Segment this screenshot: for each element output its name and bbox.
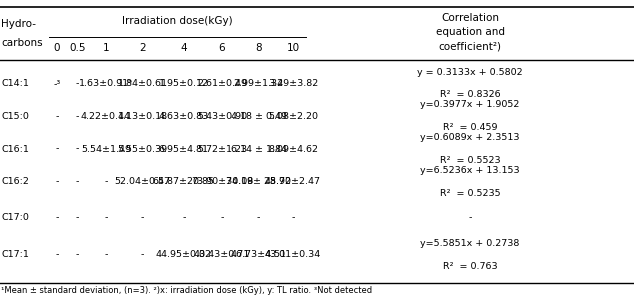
Text: -: - [55, 145, 59, 153]
Text: -: - [75, 112, 79, 121]
Text: 1.95±0.12: 1.95±0.12 [159, 79, 209, 88]
Text: Hydro-: Hydro- [1, 19, 36, 29]
Text: 73.90±30.08: 73.90±30.08 [191, 177, 253, 186]
Text: Correlation: Correlation [441, 13, 499, 23]
Text: 43.01±0.34: 43.01±0.34 [265, 250, 321, 259]
Text: 64.87±20.85: 64.87±20.85 [153, 177, 215, 186]
Text: 5.54±1.49: 5.54±1.49 [81, 145, 131, 153]
Text: 2.99±1.32: 2.99±1.32 [233, 79, 284, 88]
Text: carbons: carbons [1, 38, 43, 48]
Text: -: - [55, 250, 59, 259]
Text: 2.61±0.49: 2.61±0.49 [197, 79, 247, 88]
Text: -: - [75, 79, 79, 88]
Text: -: - [291, 213, 295, 222]
Text: -: - [55, 112, 59, 121]
Text: 45.72±2.47: 45.72±2.47 [265, 177, 321, 186]
Text: 4.63±0.83: 4.63±0.83 [158, 112, 209, 121]
Text: -: - [104, 250, 108, 259]
Text: R²  = 0.459: R² = 0.459 [443, 123, 497, 132]
Text: 6: 6 [219, 43, 225, 53]
Text: y = 0.3133x + 0.5802: y = 0.3133x + 0.5802 [417, 68, 523, 77]
Text: -: - [75, 145, 79, 153]
Text: 52.04±0.57: 52.04±0.57 [115, 177, 171, 186]
Text: 5.43±0.90: 5.43±0.90 [197, 112, 247, 121]
Text: 10: 10 [287, 43, 299, 53]
Text: 5.72±1.23: 5.72±1.23 [197, 145, 247, 153]
Text: 4.18 ± 0.49: 4.18 ± 0.49 [231, 112, 287, 121]
Text: equation and: equation and [436, 27, 505, 37]
Text: R²  = 0.8326: R² = 0.8326 [440, 90, 500, 99]
Text: -: - [75, 177, 79, 186]
Text: -: - [182, 213, 186, 222]
Text: ¹Mean ± standard deviation, (n=3). ²)x: irradiation dose (kGy), y: TL ratio. ³No: ¹Mean ± standard deviation, (n=3). ²)x: … [1, 286, 372, 295]
Text: -: - [55, 177, 59, 186]
Text: 2: 2 [139, 43, 146, 53]
Text: C16:1: C16:1 [1, 145, 29, 153]
Text: y=5.5851x + 0.2738: y=5.5851x + 0.2738 [420, 239, 520, 248]
Text: 46.73±4.51: 46.73±4.51 [231, 250, 287, 259]
Text: -: - [469, 213, 472, 222]
Text: C17:0: C17:0 [1, 213, 29, 222]
Text: 5.08±2.20: 5.08±2.20 [268, 112, 318, 121]
Text: 74.19± 28.90: 74.19± 28.90 [226, 177, 291, 186]
Text: 44.95±0.02: 44.95±0.02 [156, 250, 212, 259]
Text: -: - [220, 213, 224, 222]
Text: y=0.6089x + 2.3513: y=0.6089x + 2.3513 [420, 133, 520, 142]
Text: 8.09±4.62: 8.09±4.62 [268, 145, 318, 153]
Text: C14:1: C14:1 [1, 79, 29, 88]
Text: 6.95±4.81: 6.95±4.81 [159, 145, 209, 153]
Text: 0: 0 [54, 43, 60, 53]
Text: 3.49±3.82: 3.49±3.82 [268, 79, 318, 88]
Text: 4.22±0.14: 4.22±0.14 [81, 112, 131, 121]
Text: -: - [75, 213, 79, 222]
Text: -: - [75, 250, 79, 259]
Text: y=0.3977x + 1.9052: y=0.3977x + 1.9052 [420, 100, 520, 109]
Text: C17:1: C17:1 [1, 250, 29, 259]
Text: C16:2: C16:2 [1, 177, 29, 186]
Text: -: - [141, 250, 145, 259]
Text: R²  = 0.5235: R² = 0.5235 [440, 189, 500, 198]
Text: -: - [55, 213, 59, 222]
Text: -: - [257, 213, 261, 222]
Text: 4: 4 [181, 43, 187, 53]
Text: -: - [104, 213, 108, 222]
Text: y=6.5236x + 13.153: y=6.5236x + 13.153 [420, 166, 520, 175]
Text: -³: -³ [53, 79, 61, 88]
Text: coefficient²): coefficient²) [439, 41, 501, 51]
Text: Irradiation dose(kGy): Irradiation dose(kGy) [122, 16, 233, 26]
Text: C15:0: C15:0 [1, 112, 29, 121]
Text: 4.13±0.18: 4.13±0.18 [117, 112, 168, 121]
Text: 1.84±0.61: 1.84±0.61 [118, 79, 167, 88]
Text: 1: 1 [103, 43, 109, 53]
Text: -: - [104, 177, 108, 186]
Text: R²  = 0.5523: R² = 0.5523 [440, 156, 500, 165]
Text: 8: 8 [256, 43, 262, 53]
Text: 43.43±0.71: 43.43±0.71 [194, 250, 250, 259]
Text: 0.5: 0.5 [69, 43, 86, 53]
Text: -: - [141, 213, 145, 222]
Text: 6.14 ± 1.84: 6.14 ± 1.84 [231, 145, 287, 153]
Text: 1.63±0.91ᵇ: 1.63±0.91ᵇ [79, 79, 133, 88]
Text: 5.55±0.39: 5.55±0.39 [117, 145, 168, 153]
Text: R²  = 0.763: R² = 0.763 [443, 262, 498, 271]
